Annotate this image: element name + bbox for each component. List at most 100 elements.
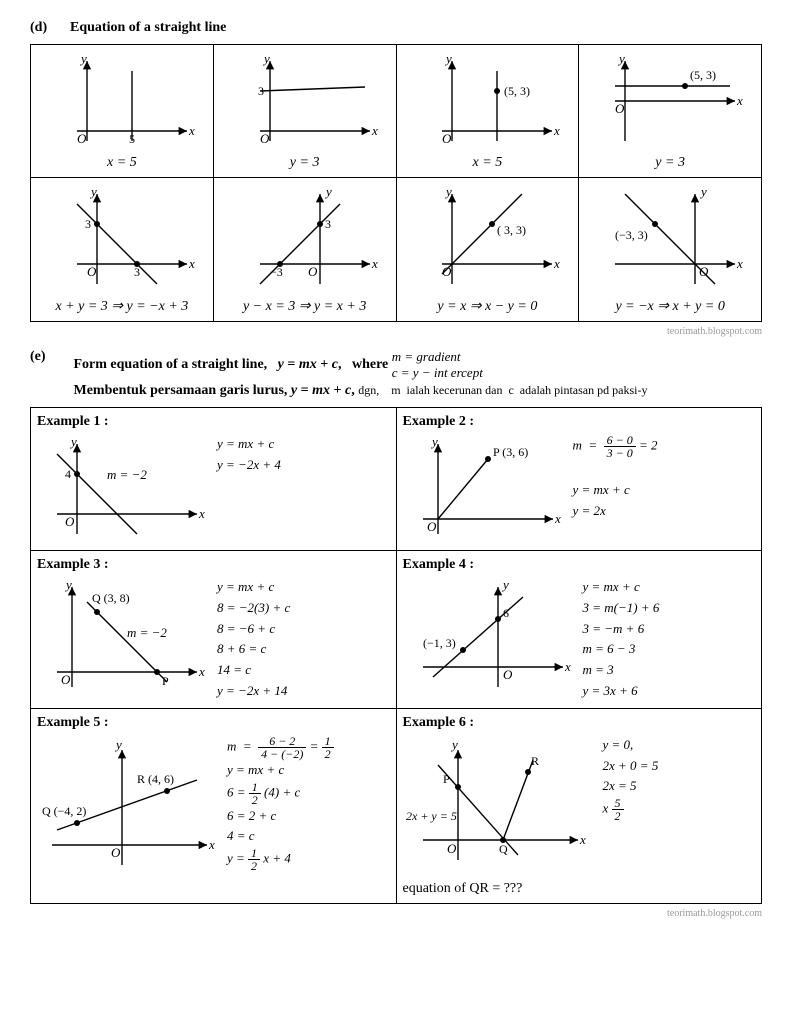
d6-caption: y − x = 3 ⇒ y = x + 3 bbox=[220, 298, 390, 315]
svg-text:y: y bbox=[444, 51, 452, 66]
d7-caption: y = x ⇒ x − y = 0 bbox=[403, 298, 573, 315]
svg-text:x: x bbox=[736, 93, 743, 108]
svg-text:4: 4 bbox=[65, 467, 71, 481]
svg-text:x: x bbox=[198, 664, 205, 679]
svg-text:R: R bbox=[531, 754, 539, 768]
ex6-title: Example 6 : bbox=[403, 715, 756, 731]
section-d-grid: O x y 5 x = 5 O x y 3 y = 3 (5, 3) O x y bbox=[30, 44, 762, 322]
example-1: Example 1 : 4 m = −2 O x y y = mx + c y … bbox=[31, 408, 397, 551]
ex3-work: y = mx + c 8 = −2(3) + c 8 = −6 + c 8 + … bbox=[217, 577, 390, 702]
ex2-work: m = 6 − 03 − 0 = 2 y = mx + c y = 2x bbox=[573, 434, 756, 521]
svg-text:y: y bbox=[69, 434, 77, 449]
svg-text:P (3, 6): P (3, 6) bbox=[493, 445, 528, 459]
d-cell-7: ( 3, 3) O x y y = x ⇒ x − y = 0 bbox=[396, 178, 579, 322]
svg-text:y: y bbox=[450, 737, 458, 752]
svg-text:y: y bbox=[79, 51, 87, 66]
d3-caption: x = 5 bbox=[403, 155, 573, 171]
section-d-header: (d) Equation of a straight line bbox=[30, 20, 762, 36]
d-cell-3: (5, 3) O x y x = 5 bbox=[396, 45, 579, 178]
svg-text:O: O bbox=[87, 264, 97, 279]
svg-text:O: O bbox=[447, 841, 457, 856]
svg-text:y: y bbox=[699, 184, 707, 199]
d-cell-5: 3 3 O x y x + y = 3 ⇒ y = −x + 3 bbox=[31, 178, 214, 322]
section-d-title: Equation of a straight line bbox=[70, 20, 226, 36]
svg-text:O: O bbox=[77, 131, 87, 146]
section-e-header: (e) Form equation of a straight line, y … bbox=[30, 349, 762, 399]
svg-text:x: x bbox=[553, 123, 560, 138]
ex4-work: y = mx + c 3 = m(−1) + 6 3 = −m + 6 m = … bbox=[583, 577, 756, 702]
watermark-d: teorimath.blogspot.com bbox=[30, 326, 762, 337]
svg-text:O: O bbox=[61, 672, 71, 687]
svg-text:x: x bbox=[736, 256, 743, 271]
svg-text:m = −2: m = −2 bbox=[127, 625, 167, 640]
ex5-title: Example 5 : bbox=[37, 715, 390, 731]
d7-point: ( 3, 3) bbox=[497, 223, 526, 237]
svg-text:y: y bbox=[64, 577, 72, 592]
section-e-grid: Example 1 : 4 m = −2 O x y y = mx + c y … bbox=[30, 407, 762, 904]
svg-text:Q (−4, 2): Q (−4, 2) bbox=[42, 804, 86, 818]
svg-text:y: y bbox=[324, 184, 332, 199]
svg-text:y: y bbox=[262, 51, 270, 66]
svg-text:y: y bbox=[430, 434, 438, 449]
svg-text:y: y bbox=[114, 737, 122, 752]
ex6-work: y = 0, 2x + 0 = 5 2x = 5 x 52 bbox=[603, 735, 756, 822]
svg-text:O: O bbox=[427, 519, 437, 534]
svg-text:3: 3 bbox=[258, 84, 264, 98]
svg-text:3: 3 bbox=[134, 265, 140, 279]
example-4: Example 4 : 6 (−1, 3) O x y y = mx + c 3… bbox=[396, 551, 762, 709]
svg-text:x: x bbox=[579, 832, 586, 847]
svg-text:x: x bbox=[208, 837, 215, 852]
graph-d6: 3 −3 O x y bbox=[230, 184, 380, 294]
d-cell-1: O x y 5 x = 5 bbox=[31, 45, 214, 178]
graph-d8: (−3, 3) O x y bbox=[595, 184, 745, 294]
svg-text:x: x bbox=[188, 256, 195, 271]
svg-text:x: x bbox=[371, 256, 378, 271]
e-title-ms: Membentuk persamaan garis lurus, y = mx … bbox=[74, 383, 355, 398]
graph-d7: ( 3, 3) O x y bbox=[412, 184, 562, 294]
svg-text:6: 6 bbox=[503, 606, 509, 620]
ex6-question: equation of QR = ??? bbox=[403, 881, 756, 897]
example-5: Example 5 : Q (−4, 2) R (4, 6) O x y m =… bbox=[31, 708, 397, 903]
svg-text:P: P bbox=[162, 674, 169, 688]
svg-text:O: O bbox=[699, 264, 709, 279]
svg-text:P: P bbox=[443, 772, 450, 786]
where-c: c = y − int ercept bbox=[392, 365, 483, 380]
d5-caption: x + y = 3 ⇒ y = −x + 3 bbox=[37, 298, 207, 315]
d4-caption: y = 3 bbox=[585, 155, 755, 171]
svg-text:O: O bbox=[260, 131, 270, 146]
graph-ex6: P Q R 2x + y = 5 O x y bbox=[403, 735, 593, 875]
svg-text:−3: −3 bbox=[270, 265, 283, 279]
svg-text:2x + y = 5: 2x + y = 5 bbox=[406, 809, 457, 823]
e-title-en: Form equation of a straight line, y = mx… bbox=[74, 357, 389, 372]
graph-d1: O x y 5 bbox=[47, 51, 197, 151]
d1-caption: x = 5 bbox=[37, 155, 207, 171]
svg-text:O: O bbox=[503, 667, 513, 682]
d3-point: (5, 3) bbox=[504, 84, 530, 98]
svg-text:Q: Q bbox=[499, 842, 508, 856]
d8-point: (−3, 3) bbox=[615, 228, 648, 242]
ex1-work: y = mx + c y = −2x + 4 bbox=[217, 434, 390, 476]
graph-d5: 3 3 O x y bbox=[47, 184, 197, 294]
example-3: Example 3 : Q (3, 8) m = −2 P O x y y = … bbox=[31, 551, 397, 709]
svg-text:y: y bbox=[444, 184, 452, 199]
svg-text:3: 3 bbox=[85, 217, 91, 231]
section-e-label: (e) bbox=[30, 349, 70, 365]
svg-text:3: 3 bbox=[325, 217, 331, 231]
ex1-title: Example 1 : bbox=[37, 414, 390, 430]
svg-text:O: O bbox=[442, 131, 452, 146]
d8-caption: y = −x ⇒ x + y = 0 bbox=[585, 298, 755, 315]
graph-ex4: 6 (−1, 3) O x y bbox=[403, 577, 573, 697]
svg-text:x: x bbox=[553, 256, 560, 271]
svg-text:m = −2: m = −2 bbox=[107, 467, 147, 482]
example-6: Example 6 : P Q R 2x + y = 5 O x y y = 0… bbox=[396, 708, 762, 903]
watermark-e: teorimath.blogspot.com bbox=[30, 908, 762, 919]
where-m: m = gradient bbox=[392, 349, 461, 364]
d2-caption: y = 3 bbox=[220, 155, 390, 171]
svg-text:x: x bbox=[371, 123, 378, 138]
svg-text:5: 5 bbox=[129, 132, 135, 146]
svg-text:y: y bbox=[89, 184, 97, 199]
graph-ex1: 4 m = −2 O x y bbox=[37, 434, 207, 544]
graph-ex3: Q (3, 8) m = −2 P O x y bbox=[37, 577, 207, 697]
ex5-work: m = 6 − 24 − (−2) = 12 y = mx + c 6 = 12… bbox=[227, 735, 390, 872]
graph-ex5: Q (−4, 2) R (4, 6) O x y bbox=[37, 735, 217, 875]
